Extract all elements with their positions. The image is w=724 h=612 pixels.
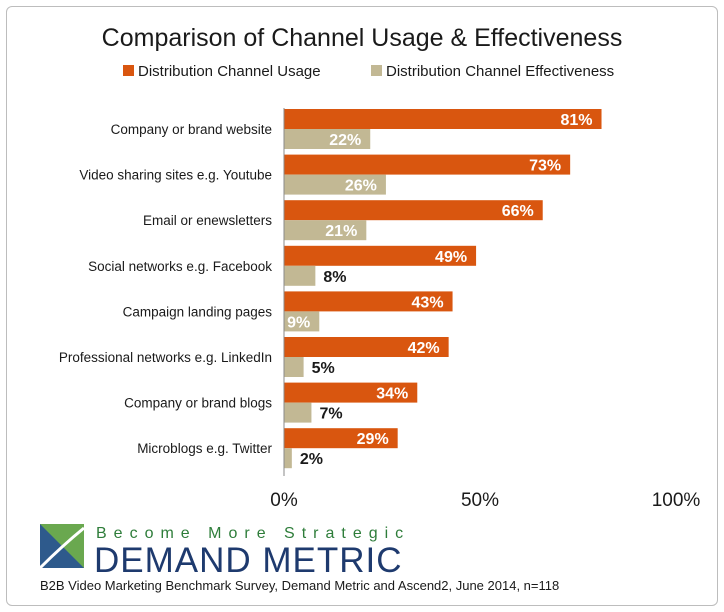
chart-title: Comparison of Channel Usage & Effectiven… [102, 24, 623, 52]
bar-usage [284, 200, 543, 221]
bar-usage [284, 428, 398, 449]
data-label-usage: 73% [529, 158, 561, 175]
bar-effectiveness [284, 129, 371, 149]
data-label-effectiveness: 5% [312, 360, 335, 377]
bar-usage [284, 245, 477, 266]
bar-effectiveness [284, 174, 386, 195]
legend-label-usage: Distribution Channel Usage [138, 63, 321, 80]
plot-area: Company or brand website 81% 22% Video shar… [59, 109, 602, 469]
legend-swatch-effectiveness [371, 65, 382, 76]
bar-effectiveness [284, 448, 292, 469]
data-label-usage: 29% [357, 431, 389, 448]
data-label-effectiveness: 9% [287, 314, 310, 331]
data-label-usage: 43% [412, 294, 444, 311]
legend: Distribution Channel Usage Distribution … [123, 63, 614, 80]
x-tick-50: 50% [461, 490, 499, 511]
category-label: Company or brand blogs [124, 396, 272, 411]
demand-metric-logo: Become More Strategic DEMAND METRIC [38, 524, 410, 580]
data-label-effectiveness: 8% [323, 269, 346, 286]
data-label-effectiveness: 26% [345, 178, 377, 195]
x-axis: 0% 50% 100% [270, 108, 700, 511]
category-label: Campaign landing pages [123, 304, 273, 319]
category-label: Social networks e.g. Facebook [88, 259, 272, 274]
bar-effectiveness [284, 265, 316, 286]
data-label-effectiveness: 22% [329, 132, 361, 149]
bar-usage [284, 291, 453, 312]
data-label-usage: 42% [408, 340, 440, 357]
bar-effectiveness [284, 220, 367, 241]
data-label-usage: 49% [435, 249, 467, 266]
bar-usage [284, 337, 449, 357]
category-label: Microblogs e.g. Twitter [137, 441, 272, 456]
data-label-effectiveness: 7% [319, 406, 342, 423]
category-label: Video sharing sites e.g. Youtube [79, 168, 272, 183]
bar-effectiveness [284, 402, 312, 423]
source-note: B2B Video Marketing Benchmark Survey, De… [40, 578, 559, 593]
logo-tagline: Become More Strategic [96, 525, 410, 542]
data-label-usage: 34% [376, 386, 408, 403]
bar-effectiveness [284, 311, 320, 332]
x-tick-0: 0% [270, 490, 298, 511]
logo-mark-swoosh [38, 526, 85, 570]
bar-usage [284, 109, 602, 129]
bar-effectiveness [284, 357, 304, 377]
logo-wordmark: DEMAND METRIC [94, 541, 403, 580]
bar-usage [284, 154, 571, 175]
category-label: Professional networks e.g. LinkedIn [59, 350, 272, 365]
legend-label-effectiveness: Distribution Channel Effectiveness [386, 63, 614, 80]
category-label: Company or brand website [111, 122, 272, 137]
data-label-effectiveness: 2% [300, 451, 323, 468]
data-label-effectiveness: 21% [325, 223, 357, 240]
x-tick-100: 100% [652, 490, 701, 511]
legend-swatch-usage [123, 65, 134, 76]
data-label-usage: 66% [502, 203, 534, 220]
bar-usage [284, 382, 418, 403]
category-label: Email or enewsletters [143, 213, 272, 228]
data-label-usage: 81% [560, 112, 592, 129]
